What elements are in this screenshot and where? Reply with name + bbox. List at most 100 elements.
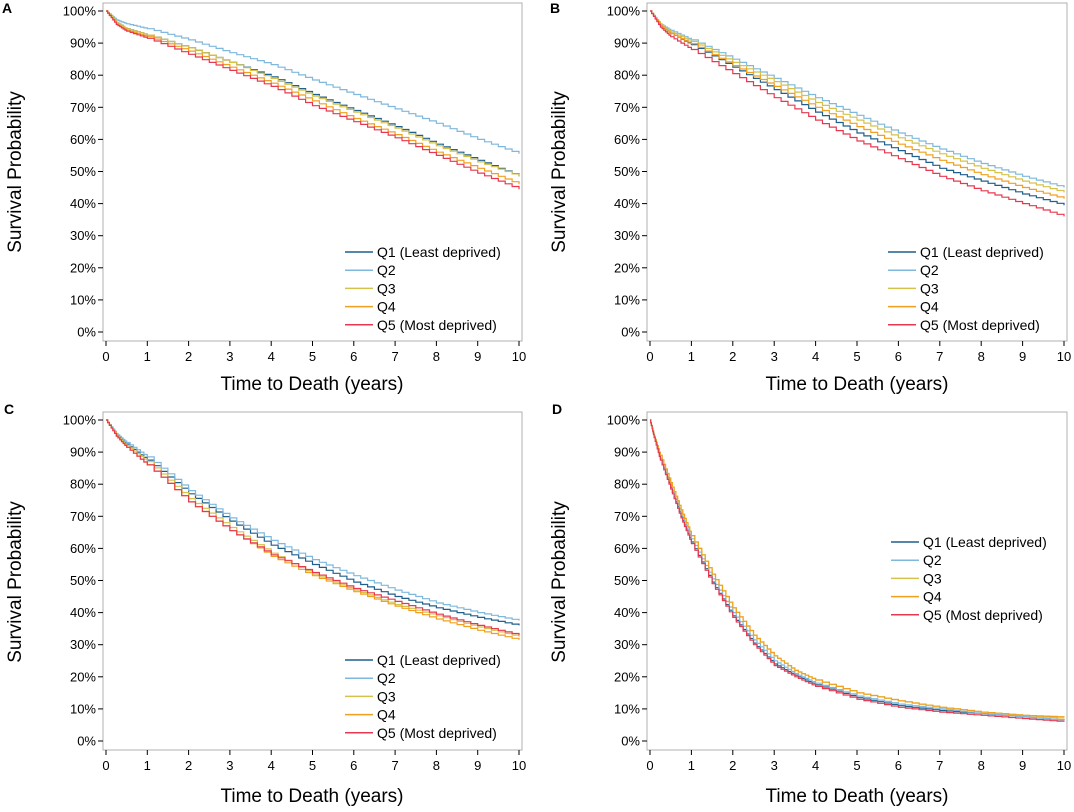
x-tick-label: 10	[512, 758, 526, 773]
y-tick-label: 100%	[607, 413, 641, 428]
y-tick-label: 50%	[70, 164, 96, 179]
x-tick-label: 2	[185, 758, 192, 773]
y-tick-label: 100%	[63, 4, 97, 19]
panel-letter: D	[552, 401, 562, 417]
x-tick-label: 10	[1057, 349, 1071, 364]
y-tick-label: 70%	[70, 100, 96, 115]
x-tick-label: 10	[512, 349, 526, 364]
x-tick-label: 8	[433, 349, 440, 364]
legend: Q1 (Least deprived) Q2 Q3 Q4 Q5 (Most depriv…	[891, 534, 1047, 623]
x-tick-label: 7	[936, 758, 943, 773]
y-tick-label: 40%	[614, 196, 640, 211]
legend-label: Q2	[923, 552, 942, 568]
legend-label: Q2	[377, 262, 396, 278]
x-tick-label: 0	[646, 758, 653, 773]
plot-frame	[646, 2, 1068, 342]
legend-label: Q3	[923, 570, 942, 586]
x-tick-label: 6	[350, 349, 357, 364]
y-tick-label: 60%	[70, 132, 96, 147]
x-tick-label: 8	[433, 758, 440, 773]
y-tick-label: 70%	[614, 100, 640, 115]
y-tick-label: 10%	[614, 292, 640, 307]
y-tick-label: 90%	[614, 36, 640, 51]
chart-panel-c: C 0% 10% 20% 30% 40% 50% 60% 70% 80% 90% 100% 0 1 2 3 4 5…	[4, 401, 526, 807]
x-tick-label: 4	[268, 349, 275, 364]
legend-label: Q1 (Least deprived)	[377, 244, 501, 260]
y-tick-label: 50%	[70, 573, 96, 588]
x-axis-title: Time to Death (years)	[220, 786, 403, 807]
legend-label: Q2	[377, 670, 396, 686]
x-axis-title: Time to Death (years)	[765, 786, 948, 807]
x-tick-label: 5	[309, 758, 316, 773]
x-tick-label: 7	[936, 349, 943, 364]
panel-letter: C	[4, 401, 14, 417]
series-line-3	[650, 10, 1065, 193]
x-tick-label: 0	[102, 758, 109, 773]
x-tick-label: 4	[268, 758, 275, 773]
series-line-5	[650, 419, 1065, 722]
x-tick-label: 0	[646, 349, 653, 364]
x-tick-label: 6	[895, 349, 902, 364]
x-tick-label: 9	[1019, 349, 1026, 364]
legend-label: Q4	[920, 299, 939, 315]
legend: Q1 (Least deprived) Q2 Q3 Q4 Q5 (Most depriv…	[345, 652, 501, 741]
x-tick-label: 3	[771, 758, 778, 773]
x-tick-label: 3	[771, 349, 778, 364]
x-tick-label: 7	[391, 758, 398, 773]
series-line-3	[106, 10, 520, 177]
y-axis-title: Survival Probability	[549, 91, 570, 253]
x-tick-label: 9	[474, 349, 481, 364]
legend-label: Q2	[920, 262, 939, 278]
x-axis-title: Time to Death (years)	[220, 374, 403, 395]
legend-label: Q3	[377, 280, 396, 296]
x-tick-label: 2	[729, 349, 736, 364]
series-line-4	[650, 10, 1065, 199]
legend-label: Q5 (Most deprived)	[377, 725, 497, 741]
plot-frame	[102, 411, 523, 751]
series-line-5	[106, 10, 520, 190]
y-tick-label: 60%	[70, 541, 96, 556]
y-tick-label: 30%	[70, 228, 96, 243]
series-line-4	[106, 10, 520, 185]
y-tick-label: 0%	[621, 734, 640, 749]
y-tick-label: 10%	[70, 701, 96, 716]
y-tick-label: 100%	[63, 413, 97, 428]
series-line-2	[106, 10, 520, 154]
y-tick-label: 90%	[70, 445, 96, 460]
y-tick-label: 50%	[614, 164, 640, 179]
y-tick-label: 40%	[70, 196, 96, 211]
series-line-4	[650, 419, 1065, 718]
panel-letter: A	[2, 0, 12, 16]
chart-panel-b: B 0% 10% 20% 30% 40% 50% 60% 70% 80% 90% 100% 0 1 2 3 4 5…	[549, 0, 1071, 395]
y-tick-label: 40%	[70, 605, 96, 620]
series-line-5	[106, 419, 520, 636]
y-tick-label: 30%	[614, 228, 640, 243]
y-tick-label: 60%	[614, 132, 640, 147]
series-line-1	[106, 419, 520, 626]
x-tick-label: 8	[978, 758, 985, 773]
legend-label: Q5 (Most deprived)	[923, 607, 1043, 623]
x-tick-label: 1	[688, 758, 695, 773]
legend: Q1 (Least deprived) Q2 Q3 Q4 Q5 (Most depriv…	[345, 244, 501, 333]
series-line-5	[650, 10, 1065, 217]
legend-label: Q1 (Least deprived)	[920, 244, 1044, 260]
x-tick-label: 2	[729, 758, 736, 773]
x-tick-label: 10	[1057, 758, 1071, 773]
y-tick-label: 0%	[77, 325, 96, 340]
legend-label: Q3	[377, 688, 396, 704]
y-tick-label: 50%	[614, 573, 640, 588]
y-tick-label: 20%	[70, 669, 96, 684]
x-tick-label: 5	[309, 349, 316, 364]
x-tick-label: 4	[812, 758, 819, 773]
series-line-3	[106, 419, 520, 637]
x-tick-label: 8	[978, 349, 985, 364]
x-axis-title: Time to Death (years)	[765, 374, 948, 395]
x-tick-label: 9	[1019, 758, 1026, 773]
x-tick-label: 3	[226, 349, 233, 364]
y-tick-label: 90%	[70, 36, 96, 51]
x-tick-label: 6	[350, 758, 357, 773]
x-tick-label: 1	[144, 349, 151, 364]
y-tick-label: 70%	[614, 509, 640, 524]
legend-label: Q1 (Least deprived)	[377, 652, 501, 668]
